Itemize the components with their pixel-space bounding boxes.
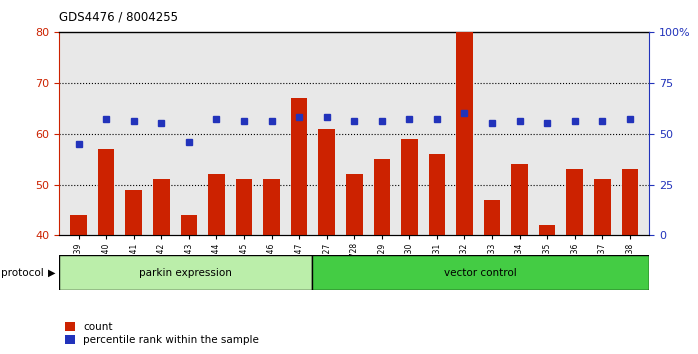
Bar [263, 179, 280, 354]
Bar [539, 225, 556, 354]
Bar [346, 174, 362, 354]
Bar [236, 179, 252, 354]
Bar [208, 174, 225, 354]
Bar [484, 200, 500, 354]
Bar [70, 215, 87, 354]
Bar [59, 255, 312, 290]
Bar [373, 159, 390, 354]
Text: GDS4476 / 8004255: GDS4476 / 8004255 [59, 11, 178, 24]
Bar [567, 169, 583, 354]
Bar [153, 179, 170, 354]
Bar [291, 98, 307, 354]
Bar [312, 255, 649, 290]
Bar [126, 190, 142, 354]
Legend: count, percentile rank within the sample: count, percentile rank within the sample [64, 322, 259, 345]
Bar [98, 149, 114, 354]
Bar [456, 32, 473, 354]
Text: parkin expression: parkin expression [140, 268, 232, 278]
Bar [401, 139, 417, 354]
Text: protocol: protocol [1, 268, 44, 278]
Bar [318, 129, 335, 354]
Text: vector control: vector control [444, 268, 517, 278]
Bar [181, 215, 197, 354]
Bar [622, 169, 638, 354]
Bar [512, 164, 528, 354]
Text: ▶: ▶ [48, 268, 56, 278]
Bar [429, 154, 445, 354]
Bar [594, 179, 611, 354]
